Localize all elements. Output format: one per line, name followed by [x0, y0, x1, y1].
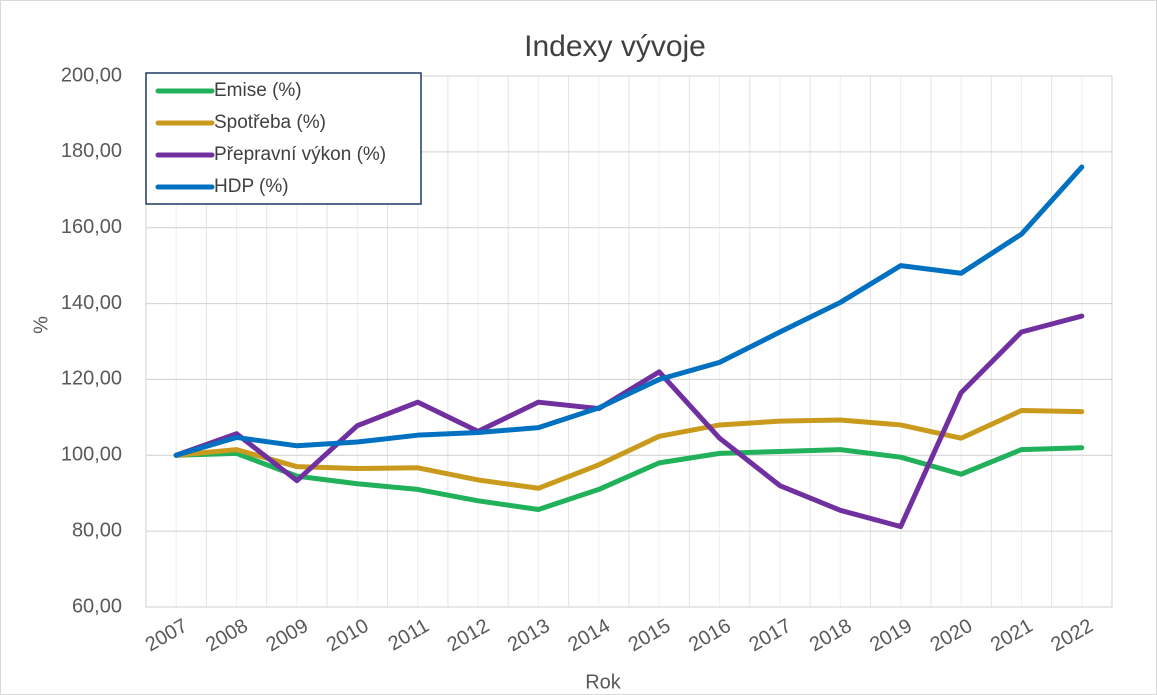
legend-label: Spotřeba (%) [214, 112, 326, 133]
legend-box [145, 72, 422, 205]
y-axis-title: % [30, 316, 52, 334]
y-tick-label: 120,00 [61, 368, 122, 390]
legend-label: HDP (%) [214, 176, 289, 197]
series-line [173, 313, 1085, 530]
plot-border [145, 75, 1113, 608]
legend-label: Přepravní výkon (%) [214, 144, 386, 165]
y-tick-label: 140,00 [61, 292, 122, 314]
y-tick-label: 200,00 [61, 64, 122, 86]
lines [173, 164, 1085, 530]
legend-label: Emise (%) [214, 80, 302, 101]
series-line [173, 164, 1085, 458]
y-tick-label: 100,00 [61, 444, 122, 466]
x-axis-title: Rok [585, 671, 622, 693]
series-line [173, 408, 1085, 491]
chart-title: Indexy vývoje [524, 30, 706, 63]
y-tick-label: 60,00 [72, 595, 122, 617]
y-tick-label: 80,00 [72, 519, 122, 541]
legend: Emise (%) Spotřeba (%) Přepravní výkon (%)… [145, 72, 422, 205]
y-tick-label: 180,00 [61, 140, 122, 162]
y-tick-label: 160,00 [61, 216, 122, 238]
